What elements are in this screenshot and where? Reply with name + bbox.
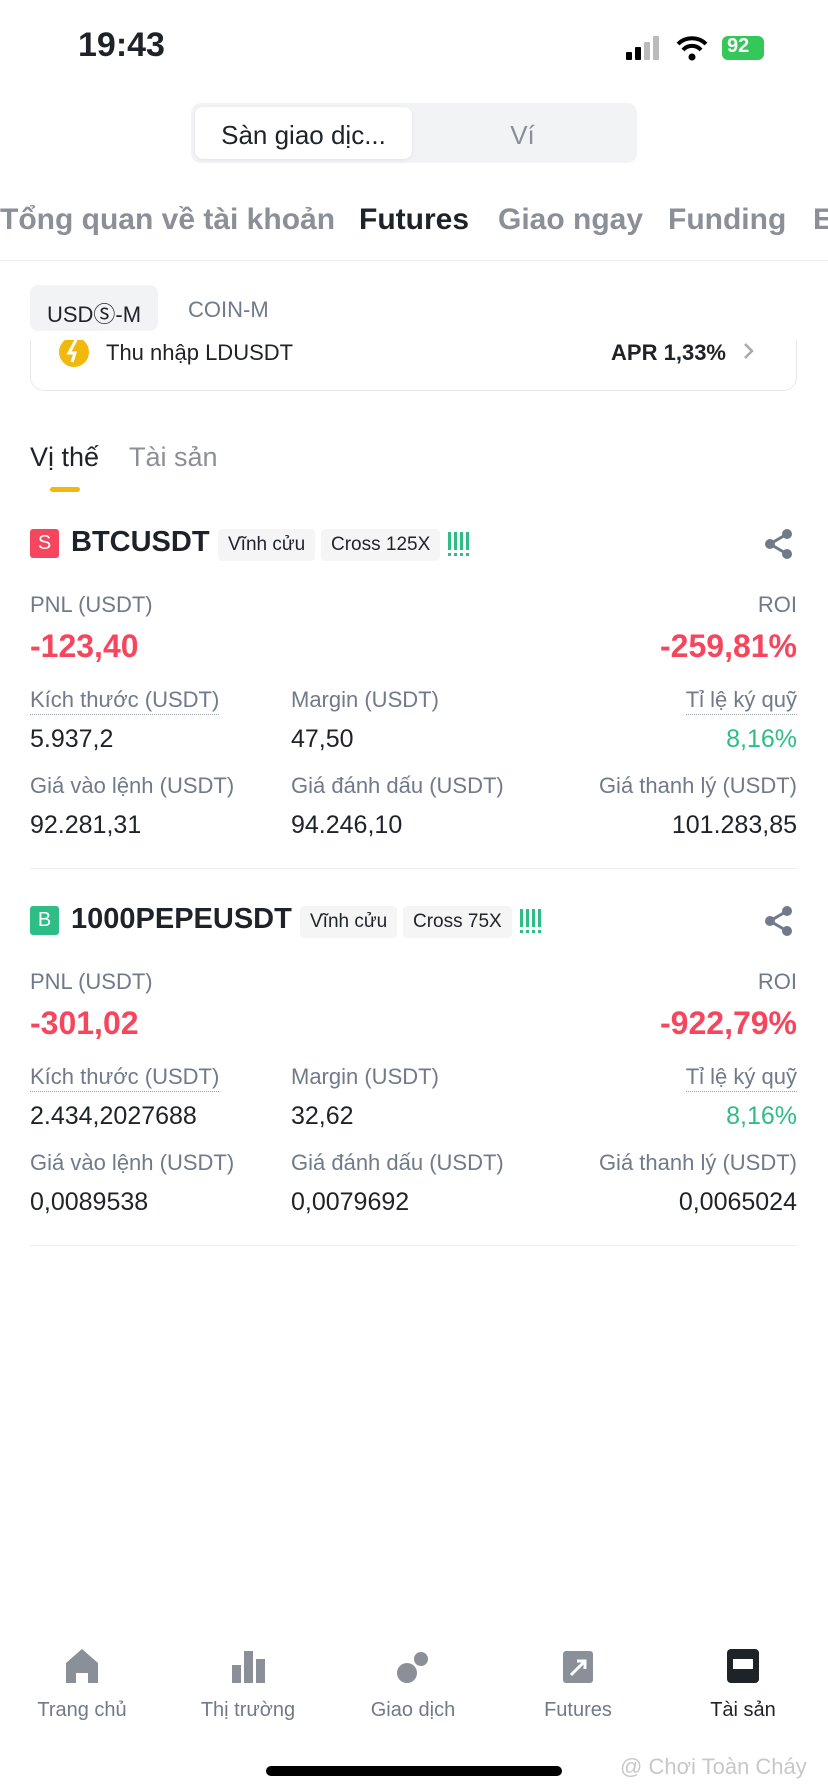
earn-label: Thu nhập LDUSDT xyxy=(106,340,294,365)
tag: Vĩnh cửu xyxy=(300,906,398,938)
earn-banner[interactable]: Thu nhập LDUSDT APR 1,33% xyxy=(30,340,797,391)
field-label: Tỉ lệ ký quỹ xyxy=(685,687,797,715)
field-label: Giá thanh lý (USDT) xyxy=(598,1150,797,1175)
tag: Cross 125X xyxy=(321,529,441,561)
symbol: BTCUSDT xyxy=(71,526,210,558)
tab[interactable]: E xyxy=(813,203,828,236)
battery-level: 92 xyxy=(727,35,750,57)
pnl-label: PNL (USDT) xyxy=(30,592,153,617)
share-button[interactable] xyxy=(764,905,794,937)
field-value: 47,50 xyxy=(291,725,354,753)
tab[interactable]: Futures xyxy=(359,203,470,236)
nav-icons xyxy=(66,1649,759,1683)
field-value: 92.281,31 xyxy=(30,811,142,839)
roi-value: -259,81% xyxy=(660,628,797,664)
side-badge: S xyxy=(30,529,59,558)
field-value: 5.937,2 xyxy=(30,725,114,753)
roi-value: -922,79% xyxy=(660,1005,797,1041)
pnl-label: PNL (USDT) xyxy=(30,969,153,994)
chevron xyxy=(744,343,754,359)
field-label: Giá thanh lý (USDT) xyxy=(598,773,797,798)
segment[interactable]: Sàn giao dịc... xyxy=(221,120,386,150)
field-value: 0,0089538 xyxy=(30,1188,149,1216)
risk-bars xyxy=(448,532,472,556)
symbol: 1000PEPEUSDT xyxy=(71,903,292,935)
share-button[interactable] xyxy=(764,528,794,560)
field-value: 8,16% xyxy=(726,725,797,753)
roi-label: ROI xyxy=(757,592,797,617)
field-value: 32,62 xyxy=(291,1102,354,1130)
nav-item[interactable]: Giao dịch xyxy=(370,1699,456,1721)
nav-item[interactable]: Thị trường xyxy=(200,1699,296,1721)
field-label: Kích thước (USDT) xyxy=(30,1064,220,1092)
nav-item[interactable]: Tài sản xyxy=(710,1699,776,1721)
tab[interactable]: Giao ngay xyxy=(498,203,644,236)
position-tab[interactable]: Tài sản xyxy=(129,442,218,472)
segment[interactable]: Ví xyxy=(510,120,535,150)
field-value: 0,0079692 xyxy=(291,1188,410,1216)
tab[interactable]: Tổng quan về tài khoản xyxy=(0,203,336,236)
field-label: Kích thước (USDT) xyxy=(30,687,220,715)
time: 19:43 xyxy=(78,26,165,64)
tag: Cross 75X xyxy=(403,906,512,938)
field-label: Giá vào lệnh (USDT) xyxy=(30,773,235,798)
field-value: 101.283,85 xyxy=(671,811,797,839)
status-icons xyxy=(626,36,764,61)
pnl-value: -301,02 xyxy=(30,1005,139,1041)
field-label: Margin (USDT) xyxy=(291,1064,439,1089)
home-indicator xyxy=(266,1766,562,1776)
segment-active xyxy=(195,107,412,159)
divider xyxy=(0,260,828,261)
subtab-active xyxy=(30,285,158,331)
separator xyxy=(30,1245,797,1246)
field-label: Margin (USDT) xyxy=(291,687,439,712)
nav-item[interactable]: Futures xyxy=(544,1699,612,1721)
position-tab[interactable]: Vị thế xyxy=(30,442,100,472)
tab-indicator xyxy=(50,487,80,492)
nav-item[interactable]: Trang chủ xyxy=(37,1699,127,1721)
field-label: Giá vào lệnh (USDT) xyxy=(30,1150,235,1175)
roi-label: ROI xyxy=(757,969,797,994)
earn-apr: APR 1,33% xyxy=(611,340,726,365)
subtab[interactable]: USDⓈ-M xyxy=(46,302,142,327)
field-label: Giá đánh dấu (USDT) xyxy=(291,1150,504,1175)
field-value: 94.246,10 xyxy=(291,811,403,839)
separator xyxy=(30,868,797,869)
subtab[interactable]: COIN-M xyxy=(188,297,269,322)
earn-icon xyxy=(59,340,89,367)
tag: Vĩnh cửu xyxy=(218,529,316,561)
field-label: Tỉ lệ ký quỹ xyxy=(685,1064,797,1092)
watermark: @ Chơi Toàn Cháy xyxy=(620,1754,807,1779)
risk-bars xyxy=(520,909,544,933)
field-value: 8,16% xyxy=(726,1102,797,1130)
field-value: 2.434,2027688 xyxy=(30,1102,197,1130)
field-value: 0,0065024 xyxy=(678,1188,797,1216)
field-label: Giá đánh dấu (USDT) xyxy=(291,773,504,798)
tab[interactable]: Funding xyxy=(668,203,787,236)
pnl-value: -123,40 xyxy=(30,628,139,664)
side-badge: B xyxy=(30,906,59,935)
